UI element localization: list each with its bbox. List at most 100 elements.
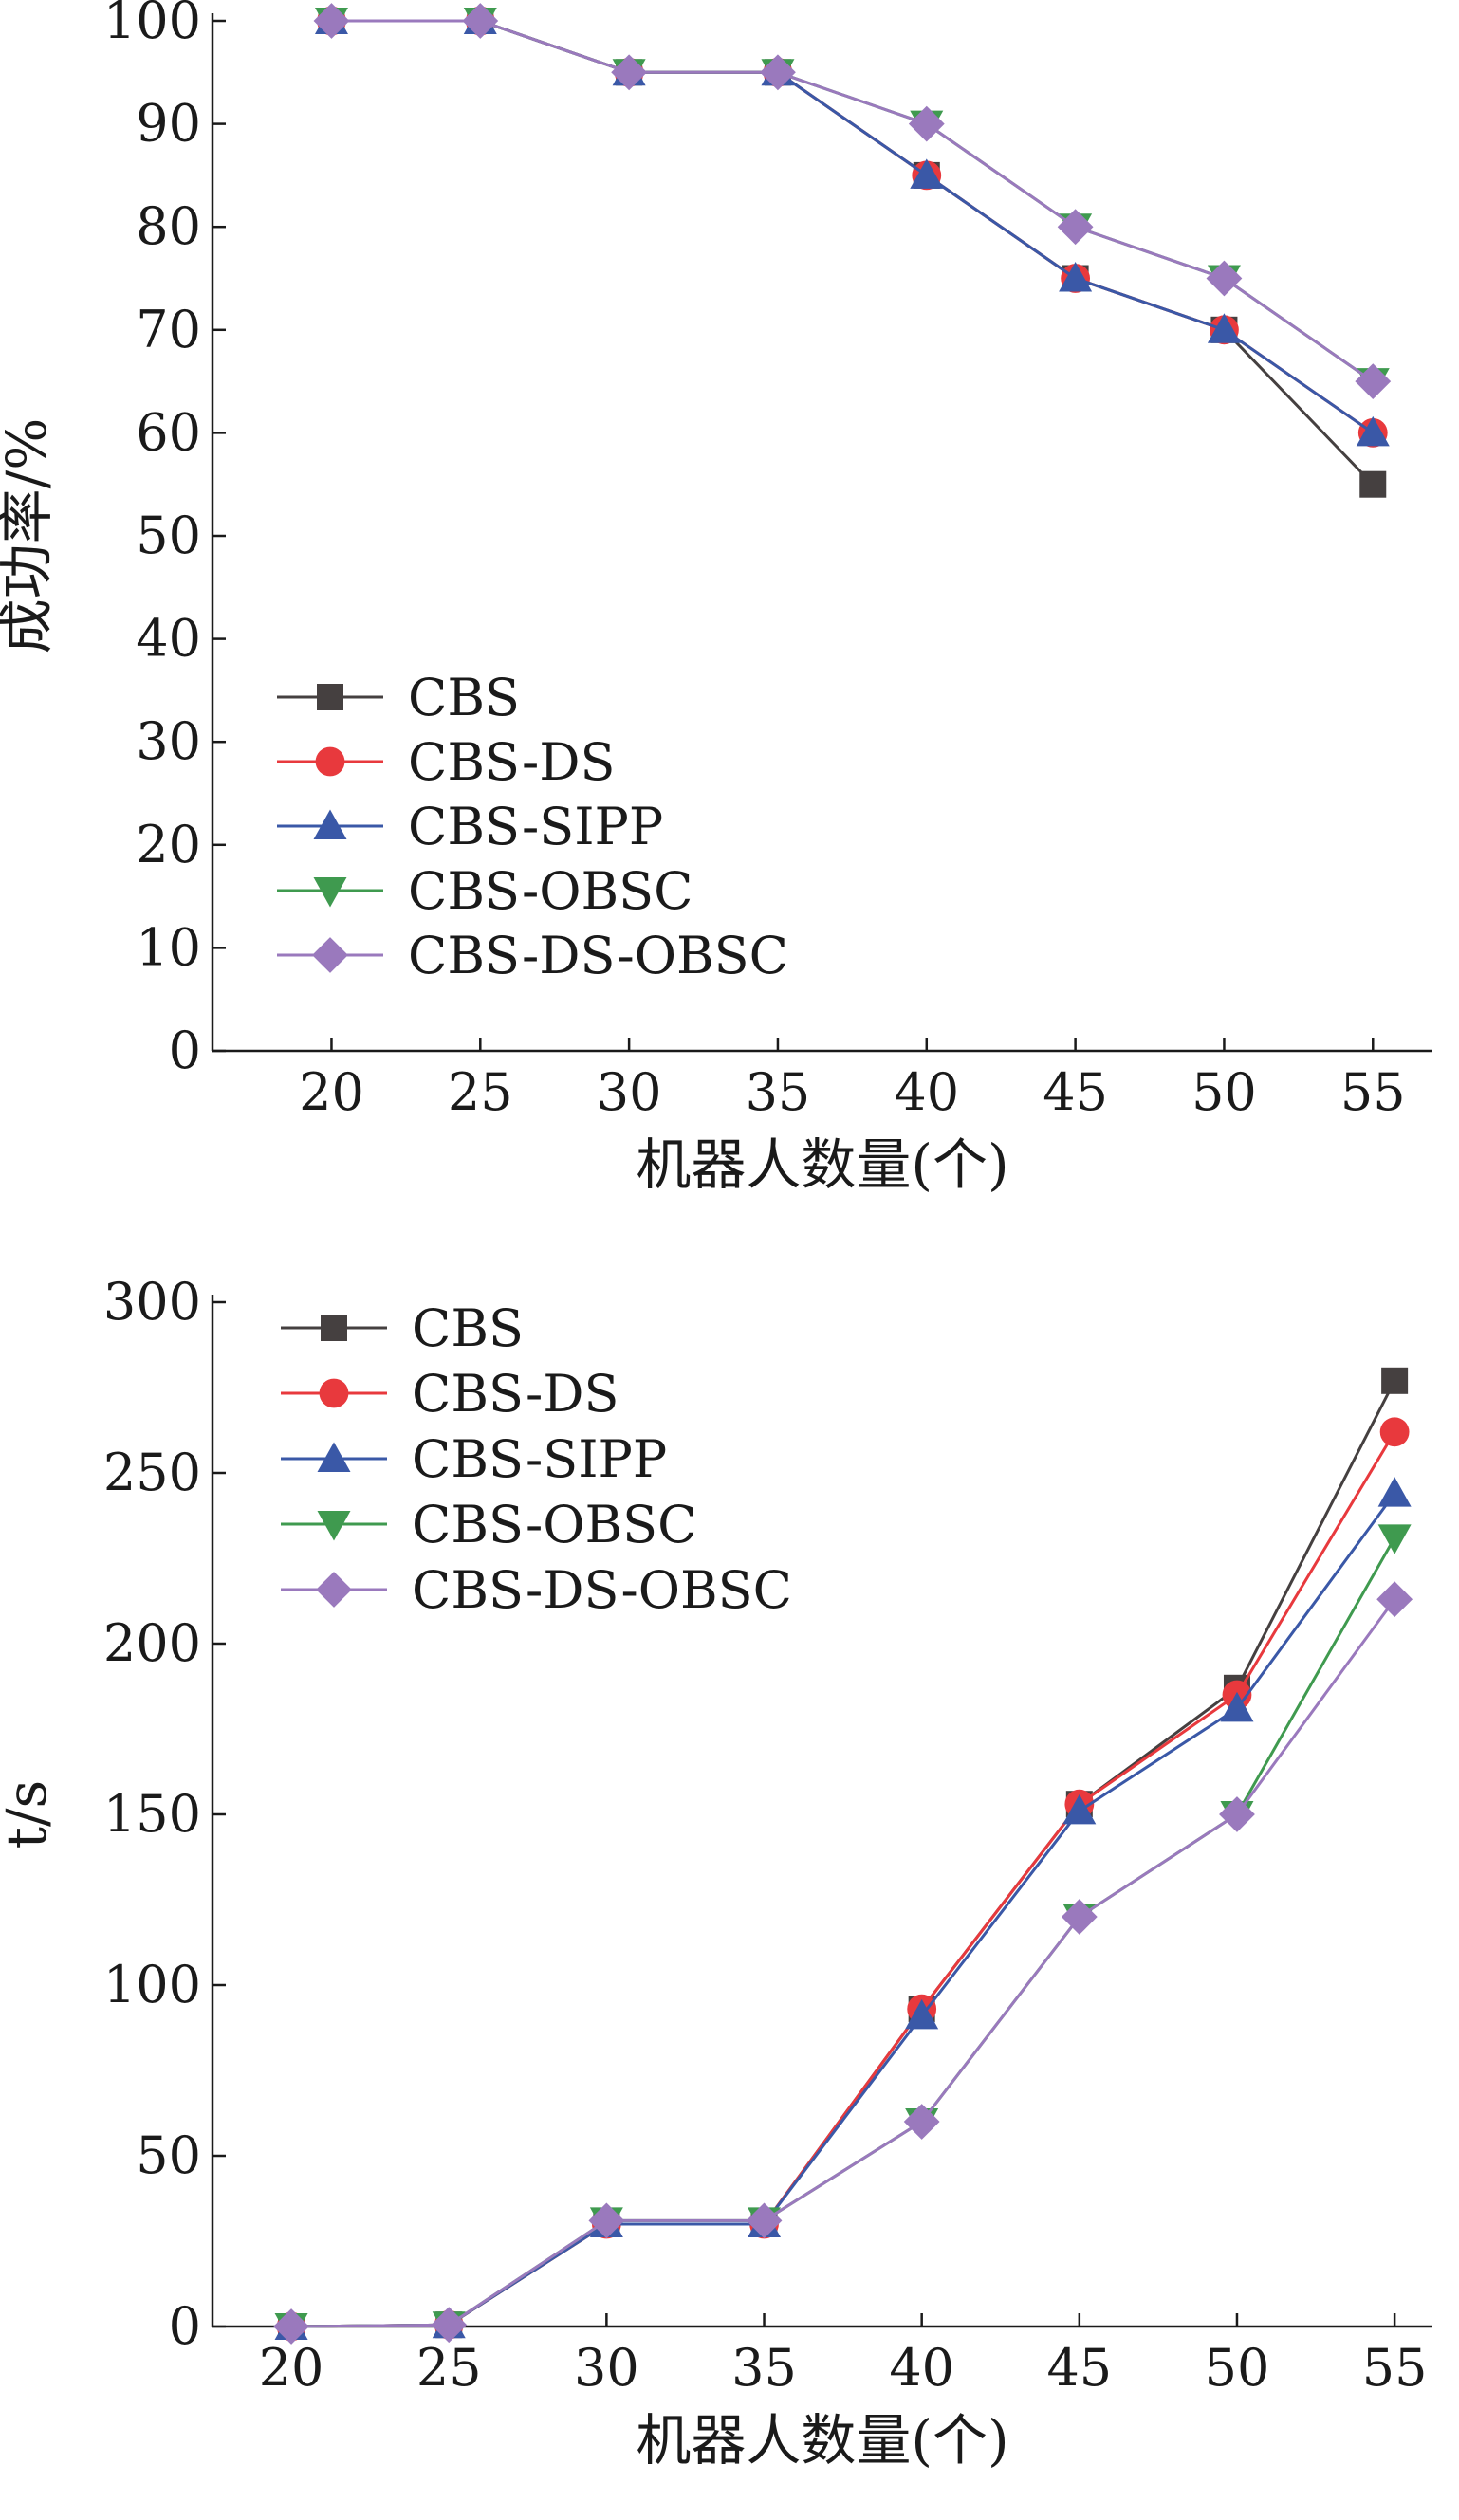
data-point: [1355, 363, 1392, 399]
series-line: [331, 19, 1375, 383]
legend-marker: [317, 1511, 351, 1541]
y-axis-title: 成功率/%: [0, 418, 59, 654]
x-tick-label: 35: [746, 1062, 811, 1122]
x-tick-label: 20: [299, 1062, 364, 1122]
series-line: [331, 19, 1375, 434]
series-line: [291, 1536, 1396, 2328]
series-cbs-ds: [317, 6, 1388, 448]
x-tick-label: 50: [1205, 2338, 1270, 2398]
data-point: [1207, 313, 1241, 343]
data-point: [905, 1998, 939, 2030]
legend-marker: [319, 1378, 349, 1408]
data-point: [910, 158, 944, 189]
data-point: [273, 2308, 309, 2345]
legend-label: CBS-DS-OBSC: [408, 926, 788, 985]
data-point: [1376, 1581, 1413, 1618]
legend-label: CBS-SIPP: [412, 1429, 667, 1489]
y-tick-label: 50: [136, 506, 201, 565]
series-cbs: [318, 8, 1387, 498]
y-tick-label: 70: [136, 300, 201, 359]
legend-label: CBS-OBSC: [408, 861, 693, 921]
data-point: [903, 2104, 940, 2140]
y-tick-label: 20: [136, 815, 201, 874]
legend-marker: [315, 746, 345, 777]
y-tick-label: 100: [103, 1955, 201, 2014]
chart-2: 0 50 100 150 200 250 300 20 25 30 35 40 45 50 55 机器人数量(…: [0, 1272, 1432, 2473]
legend-item-cbs-obsc: CBS-OBSC: [277, 861, 693, 921]
y-tick-label: 40: [136, 609, 201, 669]
legend-marker: [316, 1572, 352, 1608]
y-tick-label: 100: [103, 0, 201, 50]
legend-item-cbs-sipp: CBS-SIPP: [281, 1429, 667, 1489]
x-tick-label: 55: [1340, 1062, 1406, 1122]
data-point: [1206, 260, 1243, 297]
data-point: [611, 54, 648, 91]
data-point: [1219, 1796, 1255, 1832]
y-tick-label: 10: [136, 917, 201, 977]
legend-marker: [321, 1315, 347, 1341]
legend-label: CBS-DS: [408, 732, 616, 792]
legend-item-cbs: CBS: [281, 1298, 524, 1358]
y-tick-label: 60: [136, 402, 201, 462]
series-cbs-ds-obsc: [313, 3, 1392, 399]
series-line: [331, 19, 1375, 486]
legend-marker: [313, 809, 347, 839]
x-tick-label: 45: [1043, 1062, 1108, 1122]
y-tick-label: 150: [103, 1784, 201, 1844]
x-tick-label: 55: [1362, 2338, 1428, 2398]
data-point: [1057, 209, 1094, 246]
data-point: [1062, 1793, 1097, 1825]
y-tick-label: 300: [103, 1272, 201, 1332]
legend-item-cbs-ds-obsc: CBS-DS-OBSC: [277, 926, 788, 985]
y-tick-label: 80: [136, 196, 201, 256]
legend-label: CBS-DS: [412, 1364, 619, 1424]
series-line: [331, 19, 1375, 434]
x-tick-label: 45: [1046, 2338, 1112, 2398]
x-axis-title: 机器人数量(个): [636, 2408, 1008, 2473]
data-point: [431, 2307, 468, 2344]
data-point: [746, 2202, 783, 2239]
legend-marker: [317, 1442, 351, 1472]
y-tick-label: 50: [136, 2125, 201, 2185]
legend-item-cbs-ds-obsc: CBS-DS-OBSC: [281, 1560, 792, 1620]
legend-label: CBS-DS-OBSC: [412, 1560, 792, 1620]
x-tick-label: 35: [731, 2338, 797, 2398]
x-tick-label: 25: [416, 2338, 482, 2398]
series-cbs-ds: [276, 1417, 1410, 2342]
legend-marker: [313, 877, 347, 908]
legend-item-cbs: CBS: [277, 668, 520, 727]
data-point: [1061, 1899, 1098, 1935]
x-tick-label: 50: [1191, 1062, 1257, 1122]
x-tick-label: 40: [889, 2338, 954, 2398]
y-tick-label: 90: [136, 94, 201, 154]
y-tick-label: 250: [103, 1443, 201, 1502]
data-point: [1377, 1524, 1412, 1554]
legend-label: CBS: [408, 668, 520, 727]
legend-marker: [312, 937, 348, 973]
data-point: [588, 2202, 625, 2239]
legend-label: CBS: [412, 1298, 524, 1358]
data-point: [1359, 470, 1387, 498]
data-point: [1381, 1367, 1409, 1394]
legend-item-cbs-ds: CBS-DS: [281, 1364, 619, 1424]
series-cbs-ds-obsc: [273, 1581, 1413, 2345]
x-tick-label: 30: [597, 1062, 662, 1122]
legend-item-cbs-ds: CBS-DS: [277, 732, 616, 792]
y-tick-label: 0: [169, 1021, 201, 1080]
data-point: [313, 3, 350, 39]
chart-1: 0 10 20 30 40 50 60 70 80 90 100 20 25 30 35 40 45 50 55 机器…: [0, 0, 1432, 1197]
data-point: [1379, 1417, 1410, 1447]
x-tick-label: 40: [894, 1062, 959, 1122]
legend-item-cbs-obsc: CBS-OBSC: [281, 1495, 696, 1554]
series-cbs-obsc: [274, 1524, 1412, 2344]
x-tick-label: 20: [259, 2338, 324, 2398]
y-tick-label: 30: [136, 711, 201, 771]
y-tick-label: 0: [169, 2296, 201, 2356]
series-line: [291, 1598, 1396, 2328]
legend-label: CBS-SIPP: [408, 797, 663, 856]
data-point: [462, 3, 499, 39]
data-point: [1059, 262, 1093, 292]
